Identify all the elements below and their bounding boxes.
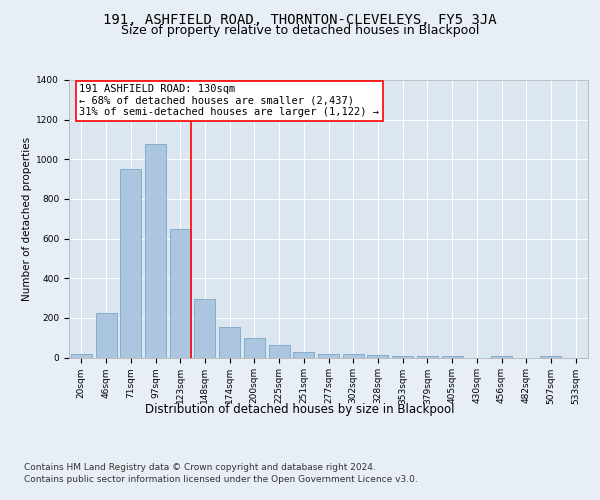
Text: Contains public sector information licensed under the Open Government Licence v3: Contains public sector information licen… (24, 475, 418, 484)
Bar (343, 354, 364, 358)
Text: 191 ASHFIELD ROAD: 130sqm
← 68% of detached houses are smaller (2,437)
31% of se: 191 ASHFIELD ROAD: 130sqm ← 68% of detac… (79, 84, 379, 117)
Bar (71, 354, 92, 358)
Bar (120, 169, 141, 358)
Bar (417, 356, 438, 358)
Text: Distribution of detached houses by size in Blackpool: Distribution of detached houses by size … (145, 402, 455, 415)
Bar (491, 356, 512, 358)
Bar (367, 354, 388, 358)
Bar (95, 313, 116, 358)
Bar (170, 228, 191, 358)
Bar (541, 356, 562, 358)
Bar (392, 356, 413, 358)
Bar (318, 354, 339, 358)
Bar (293, 352, 314, 358)
Bar (145, 144, 166, 358)
Bar (194, 299, 215, 358)
Bar (442, 356, 463, 358)
Y-axis label: Number of detached properties: Number of detached properties (22, 136, 32, 301)
Text: Size of property relative to detached houses in Blackpool: Size of property relative to detached ho… (121, 24, 479, 37)
Text: Contains HM Land Registry data © Crown copyright and database right 2024.: Contains HM Land Registry data © Crown c… (24, 462, 376, 471)
Bar (269, 344, 290, 358)
Bar (244, 338, 265, 357)
Text: 191, ASHFIELD ROAD, THORNTON-CLEVELEYS, FY5 3JA: 191, ASHFIELD ROAD, THORNTON-CLEVELEYS, … (103, 12, 497, 26)
Bar (219, 327, 240, 358)
